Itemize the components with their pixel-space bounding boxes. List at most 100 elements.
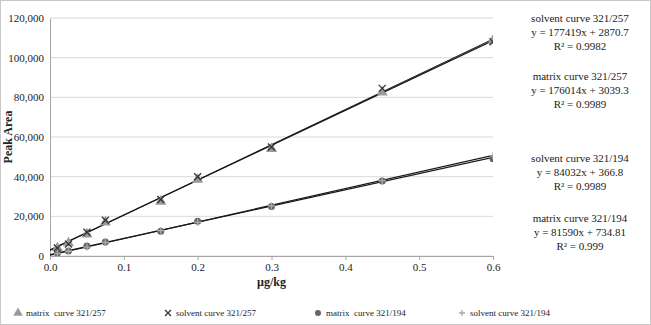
point xyxy=(194,219,201,226)
point xyxy=(268,143,275,150)
tick-mark xyxy=(272,256,273,260)
point xyxy=(155,195,166,205)
tick-label: 0 xyxy=(39,250,45,262)
grid-line xyxy=(50,57,493,58)
chart: 0.0 0.1 0.2 0.3 0.4 0.5 0.6 0 20,000 40,000 60,000… xyxy=(0,0,651,325)
y-axis-title: Peak Area xyxy=(1,111,15,164)
legend-marker xyxy=(315,310,321,316)
point xyxy=(268,202,275,209)
point xyxy=(83,244,90,251)
tick-mark xyxy=(124,256,125,260)
x-axis-title: µg/kg xyxy=(257,275,286,289)
point xyxy=(194,173,201,180)
grid-line xyxy=(50,137,493,138)
tick: 0.2 xyxy=(191,256,205,273)
x-axis: 0.0 0.1 0.2 0.3 0.4 0.5 0.6 xyxy=(44,256,501,273)
tick-label: 40,000 xyxy=(14,171,45,183)
tick-label: 0.0 xyxy=(44,261,58,273)
annotation: R² = 0.9989 xyxy=(554,180,607,192)
grid-line xyxy=(50,216,493,217)
tick: 0 xyxy=(39,250,51,262)
series xyxy=(52,34,493,251)
point xyxy=(102,239,109,246)
trendline xyxy=(50,155,493,255)
point xyxy=(268,203,275,210)
annotation: R² = 0.9989 xyxy=(554,98,607,110)
series xyxy=(54,38,493,251)
point xyxy=(379,177,386,184)
tick-mark xyxy=(345,256,346,260)
legend-marker xyxy=(165,310,171,316)
point xyxy=(65,241,72,248)
legend-label: matrix curve 321/194 xyxy=(326,308,406,318)
legend-item: matrix curve 321/194 xyxy=(315,308,406,318)
tick-label: 0.2 xyxy=(191,261,205,273)
legend-label: solvent curve 321/194 xyxy=(470,308,550,318)
tick: 0.6 xyxy=(487,256,501,273)
tick-label: 60,000 xyxy=(14,131,45,143)
legend-marker xyxy=(13,307,23,315)
annotations: solvent curve 321/257 y = 177419x + 2870.… xyxy=(531,12,629,252)
point xyxy=(490,38,494,45)
tick-label: 0.1 xyxy=(117,261,131,273)
chart-border xyxy=(1,1,651,325)
point xyxy=(157,228,164,235)
trendline xyxy=(50,39,493,250)
tick: 100,000 xyxy=(8,52,50,64)
tick: 40,000 xyxy=(14,171,50,183)
tick: 20,000 xyxy=(14,210,50,222)
legend: matrix curve 321/257 solvent curve 321/25… xyxy=(13,307,550,318)
tick-label: 100,000 xyxy=(8,52,44,64)
legend-marker xyxy=(459,310,465,316)
point xyxy=(192,173,203,183)
grid-line xyxy=(50,97,493,98)
point xyxy=(194,218,201,225)
point xyxy=(83,243,90,250)
series xyxy=(54,152,493,256)
annotation: R² = 0.9982 xyxy=(554,40,607,52)
legend-item: solvent curve 321/257 xyxy=(165,308,256,318)
annotation: y = 84032x + 366.8 xyxy=(537,166,624,178)
point xyxy=(490,152,494,159)
point xyxy=(54,249,61,256)
grid-line xyxy=(50,18,493,19)
tick-label: 80,000 xyxy=(14,91,45,103)
legend-label: matrix curve 321/257 xyxy=(26,308,106,318)
tick-mark xyxy=(50,256,51,260)
tick-mark xyxy=(419,256,420,260)
tick-label: 0.4 xyxy=(339,261,353,273)
annotation: y = 176014x + 3039.3 xyxy=(531,84,629,96)
point xyxy=(157,196,164,203)
point xyxy=(54,250,61,256)
tick: 0.3 xyxy=(265,256,279,273)
tick: 0.4 xyxy=(339,256,353,273)
point xyxy=(157,227,164,234)
axis-line xyxy=(50,19,51,257)
series xyxy=(54,155,493,256)
point xyxy=(379,85,386,92)
legend-label: solvent curve 321/257 xyxy=(176,308,256,318)
point xyxy=(65,248,72,255)
annotation: solvent curve 321/194 xyxy=(531,152,629,164)
point xyxy=(81,228,92,238)
plot-area xyxy=(50,34,493,256)
annotation: matrix curve 321/257 xyxy=(533,70,628,82)
point xyxy=(102,239,109,246)
annotation: y = 177419x + 2870.7 xyxy=(531,26,629,38)
tick-label: 0.5 xyxy=(413,261,427,273)
point xyxy=(266,142,277,152)
point xyxy=(65,248,72,255)
annotation: y = 81590x + 734.81 xyxy=(534,226,626,238)
annotation: solvent curve 321/257 xyxy=(531,12,629,24)
tick: 80,000 xyxy=(14,91,50,103)
point xyxy=(379,177,386,184)
tick-mark xyxy=(493,256,494,260)
tick: 0.5 xyxy=(413,256,427,273)
grid xyxy=(50,18,493,256)
point xyxy=(377,86,388,96)
tick-mark xyxy=(198,256,199,260)
tick-label: 20,000 xyxy=(14,210,45,222)
tick: 60,000 xyxy=(14,131,50,143)
tick: 0.1 xyxy=(117,256,131,273)
axis-line xyxy=(51,257,494,261)
